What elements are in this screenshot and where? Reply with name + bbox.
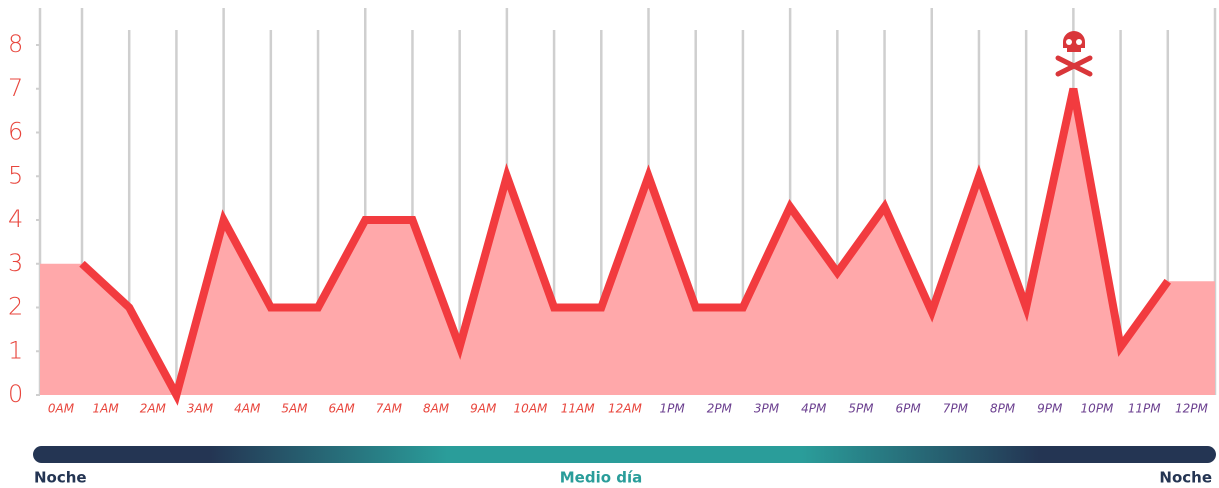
x-tick-label: 7PM [943,402,969,416]
x-tick-label: 9AM [470,402,497,416]
y-tick-label: 2 [8,293,23,321]
x-tick-label: 12PM [1175,402,1209,416]
x-tick-label: 8AM [423,402,450,416]
x-tick-label: 6PM [896,402,922,416]
line [79,87,1172,406]
x-tick-label: 3PM [754,402,780,416]
x-tick-label: 4AM [234,402,261,416]
y-tick-label: 3 [8,249,23,277]
skull-icon [1055,31,1093,77]
x-tick-label: 2PM [707,402,733,416]
y-tick-label: 6 [8,118,23,146]
x-tick-label: 5AM [281,402,308,416]
x-tick-label: 10PM [1081,402,1115,416]
y-tick-label: 4 [8,205,23,233]
x-tick-label: 8PM [990,402,1016,416]
x-tick-label: 12AM [608,402,642,416]
x-tick-label: 11PM [1128,402,1162,416]
y-tick-label: 7 [8,74,23,102]
timeline-label: Noche [34,469,87,487]
x-tick-label: 3AM [187,402,214,416]
x-tick-label: 11AM [561,402,595,416]
y-tick-label: 0 [8,380,23,408]
x-tick-label: 7AM [376,402,403,416]
x-tick-label: 1AM [93,402,120,416]
x-tick-label: 5PM [848,402,874,416]
timeline-label: Medio día [560,469,643,487]
y-tick-label: 5 [8,161,23,189]
timeline-label: Noche [1159,469,1212,487]
x-tick-label: 10AM [514,402,548,416]
x-tick-label: 2AM [140,402,167,416]
x-tick-label: 0AM [48,402,75,416]
x-tick-label: 4PM [801,402,827,416]
x-tick-label: 9PM [1037,402,1063,416]
x-tick-label: 6AM [329,402,356,416]
y-tick-label: 1 [8,336,23,364]
x-tick-label: 1PM [659,402,685,416]
y-tick-label: 8 [8,30,23,58]
timeline-bar [33,446,1216,463]
